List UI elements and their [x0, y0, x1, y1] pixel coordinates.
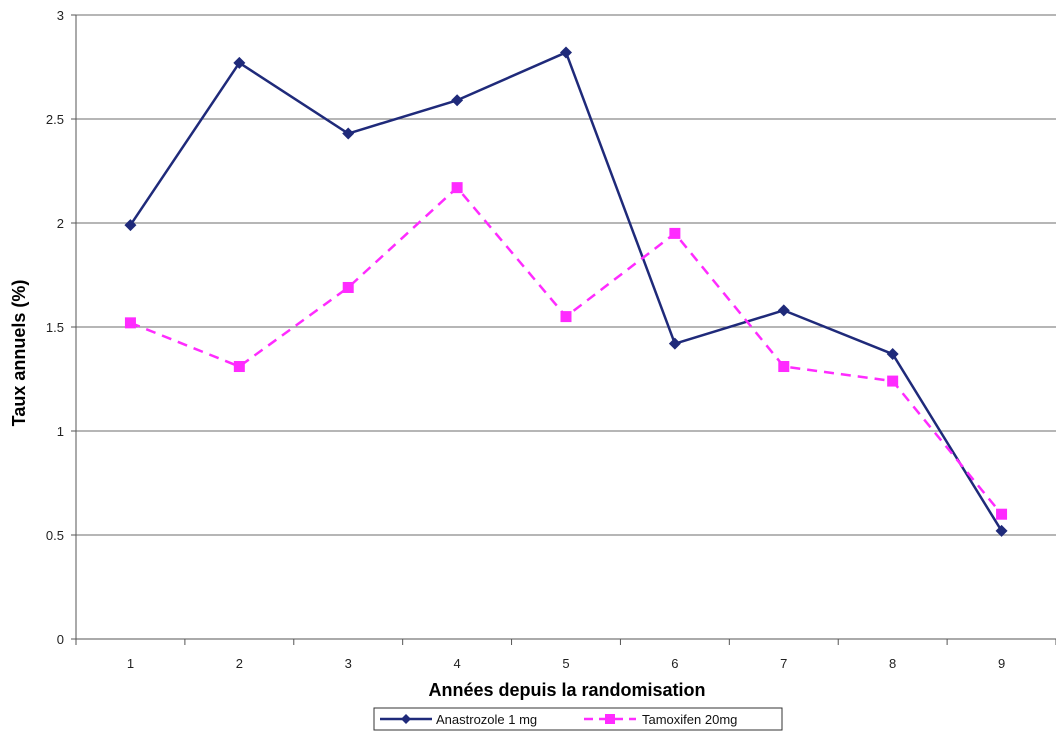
x-axis-title: Années depuis la randomisation [428, 680, 705, 700]
data-point-anastrozole [668, 337, 681, 350]
series-group [124, 46, 1008, 537]
data-point-anastrozole [233, 56, 246, 69]
legend: Anastrozole 1 mg Tamoxifen 20mg [373, 707, 783, 731]
y-tick-labels: 0 0.5 1 1.5 2 2.5 3 [46, 8, 64, 647]
x-tick-label: 3 [345, 656, 352, 671]
data-point-tamoxifen [560, 311, 572, 323]
legend-marker-tamoxifen [605, 714, 615, 724]
x-tick-label: 7 [780, 656, 787, 671]
y-tick-label: 0.5 [46, 528, 64, 543]
x-tick-label: 2 [236, 656, 243, 671]
y-tick-label: 2 [57, 216, 64, 231]
data-point-anastrozole [124, 219, 137, 232]
data-point-tamoxifen [887, 375, 899, 387]
data-point-anastrozole [451, 94, 464, 107]
y-tick-label: 3 [57, 8, 64, 23]
data-point-anastrozole [995, 524, 1008, 537]
y-tick-label: 0 [57, 632, 64, 647]
data-point-tamoxifen [124, 317, 136, 329]
x-tick-label: 4 [453, 656, 460, 671]
legend-label-anastrozole: Anastrozole 1 mg [436, 712, 537, 727]
x-tick-label: 5 [562, 656, 569, 671]
legend-label-tamoxifen: Tamoxifen 20mg [642, 712, 737, 727]
gridlines [76, 14, 1056, 536]
data-point-tamoxifen [669, 227, 681, 239]
series-line-tamoxifen [129, 186, 1003, 515]
y-axis-title: Taux annuels (%) [9, 280, 29, 427]
data-point-anastrozole [560, 46, 572, 59]
data-point-tamoxifen [233, 361, 245, 373]
data-point-tamoxifen [778, 361, 790, 373]
y-tick-label: 1.5 [46, 320, 64, 335]
data-point-anastrozole [342, 127, 355, 140]
x-tick-label: 9 [998, 656, 1005, 671]
axes [71, 14, 1056, 645]
x-tick-label: 8 [889, 656, 896, 671]
data-point-anastrozole [886, 348, 899, 361]
data-point-anastrozole [777, 304, 790, 317]
legend-marker-anastrozole [401, 714, 411, 724]
x-tick-labels: 1 2 3 4 5 6 7 8 9 [127, 656, 1005, 671]
legend-box [373, 707, 783, 731]
data-point-tamoxifen [996, 508, 1008, 520]
x-tick-label: 1 [127, 656, 134, 671]
data-point-tamoxifen [342, 281, 354, 293]
y-tick-label: 2.5 [46, 112, 64, 127]
y-tick-label: 1 [57, 424, 64, 439]
data-point-tamoxifen [451, 182, 463, 194]
series-line-anastrozole [129, 51, 1003, 532]
x-tick-label: 6 [671, 656, 678, 671]
